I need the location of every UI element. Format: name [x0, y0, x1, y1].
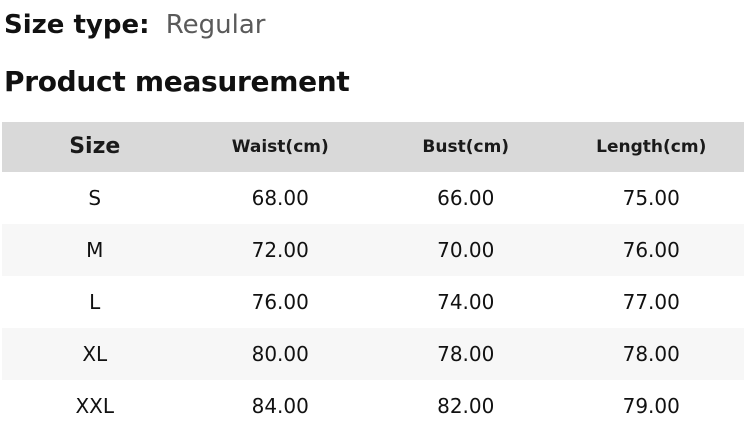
product-size-section: Size type: Regular Product measurement S… [0, 10, 750, 432]
table-row-l: L 76.00 74.00 77.00 [2, 275, 744, 328]
cell-waist: 76.00 [187, 275, 373, 328]
table-row-s: S 68.00 66.00 75.00 [2, 171, 744, 224]
cell-waist: 80.00 [187, 327, 373, 380]
column-header-length: Length(cm) [558, 121, 744, 172]
cell-length: 77.00 [558, 275, 744, 328]
cell-length: 79.00 [558, 379, 744, 432]
column-header-waist: Waist(cm) [187, 121, 373, 172]
size-type-label: Size type: [4, 10, 150, 40]
cell-bust: 66.00 [373, 171, 559, 224]
cell-bust: 74.00 [373, 275, 559, 328]
cell-bust: 78.00 [373, 327, 559, 380]
section-title: Product measurement [4, 65, 350, 99]
cell-length: 78.00 [558, 327, 744, 380]
column-header-size: Size [2, 121, 188, 172]
cell-size: XXL [2, 379, 188, 432]
table-header-row: Size Waist(cm) Bust(cm) Length(cm) [2, 121, 744, 172]
table-row-xl: XL 80.00 78.00 78.00 [2, 327, 744, 380]
cell-bust: 82.00 [373, 379, 559, 432]
cell-waist: 84.00 [187, 379, 373, 432]
cell-waist: 72.00 [187, 223, 373, 276]
cell-size: M [2, 223, 188, 276]
measurement-table: Size Waist(cm) Bust(cm) Length(cm) S 68.… [2, 121, 744, 432]
cell-length: 76.00 [558, 223, 744, 276]
cell-waist: 68.00 [187, 171, 373, 224]
table-row-m: M 72.00 70.00 76.00 [2, 223, 744, 276]
size-type-value: Regular [165, 10, 266, 40]
cell-size: S [2, 171, 188, 224]
size-type-line: Size type: Regular [4, 10, 750, 41]
cell-bust: 70.00 [373, 223, 559, 276]
cell-size: XL [2, 327, 188, 380]
column-header-bust: Bust(cm) [373, 121, 559, 172]
cell-size: L [2, 275, 188, 328]
table-row-xxl: XXL 84.00 82.00 79.00 [2, 379, 744, 432]
cell-length: 75.00 [558, 171, 744, 224]
